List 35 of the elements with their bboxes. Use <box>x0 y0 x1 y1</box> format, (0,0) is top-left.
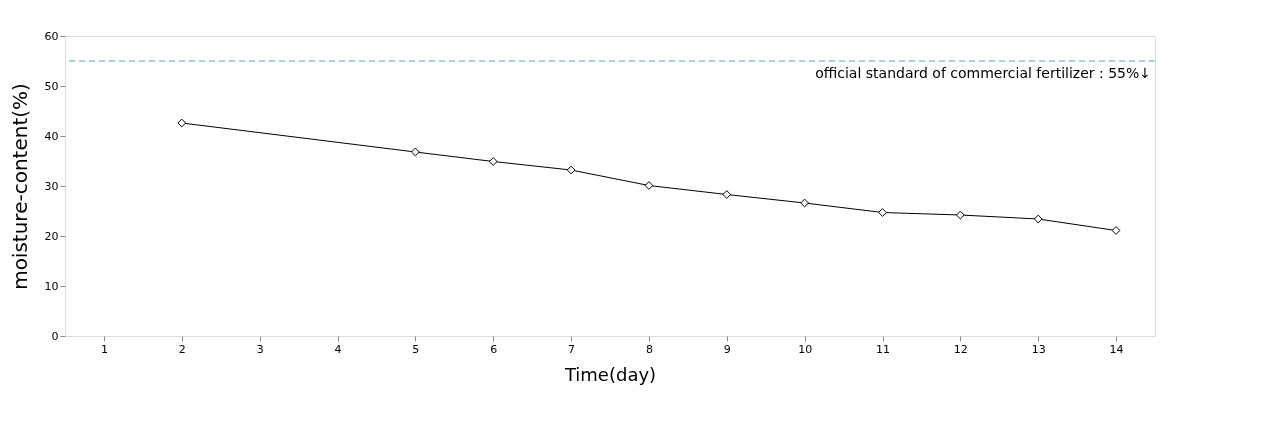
x-tick-label: 4 <box>334 342 342 356</box>
y-tick-label: 40 <box>44 129 59 143</box>
ref-line-label: official standard of commercial fertilizer : 55%↓ <box>815 65 1151 81</box>
y-tick-label: 60 <box>44 29 59 43</box>
point <box>566 165 576 175</box>
x-tick-label: 9 <box>723 342 731 356</box>
point <box>488 157 498 166</box>
point <box>800 198 810 208</box>
point <box>644 181 654 190</box>
x-tick-label: 3 <box>256 342 264 356</box>
y-tick-label: 20 <box>44 229 59 243</box>
y-tick-label: 30 <box>44 179 59 193</box>
y-tick-label: 50 <box>44 79 59 93</box>
y-tick-label: 10 <box>44 279 59 293</box>
x-tick-label: 1 <box>100 342 108 356</box>
x-tick-label: 14 <box>1109 342 1124 356</box>
x-tick-label: 10 <box>798 342 813 356</box>
x-tick-label: 6 <box>490 342 498 356</box>
point <box>1033 214 1043 224</box>
x-tick-label: 2 <box>178 342 186 356</box>
x-tick-label: 7 <box>568 342 576 356</box>
point <box>1111 226 1121 235</box>
point <box>878 208 887 217</box>
x-tick-label: 12 <box>953 342 968 356</box>
point <box>410 147 420 157</box>
x-axis-title: Time(day) <box>563 363 657 385</box>
point <box>177 118 187 128</box>
point <box>955 210 965 220</box>
x-tick-label: 5 <box>412 342 420 356</box>
x-tick-label: 11 <box>876 342 890 356</box>
x-tick-label: 8 <box>645 342 653 356</box>
y-tick-label: 0 <box>51 329 59 343</box>
x-tick-label: 13 <box>1031 342 1046 356</box>
y-axis-title: moisture-content(%) <box>7 83 32 290</box>
point <box>722 190 732 199</box>
